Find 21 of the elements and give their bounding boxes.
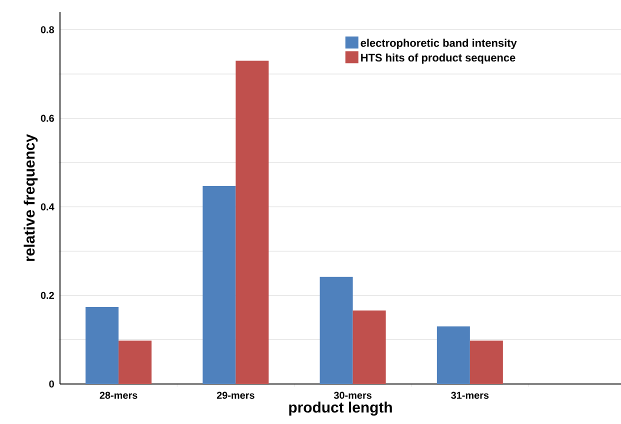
y-tick-label: 0.6: [40, 114, 54, 122]
bar: [86, 306, 119, 384]
y-axis-title: relative frequency: [24, 134, 38, 261]
bar: [118, 340, 152, 384]
x-axis-title: product length: [289, 402, 392, 416]
x-tick-label: 29-mers: [216, 392, 254, 399]
bar: [352, 310, 386, 384]
bar: [470, 340, 503, 384]
x-tick-label: 31-mers: [451, 392, 489, 399]
legend-label: HTS hits of product sequence: [361, 54, 516, 64]
bar: [202, 186, 236, 384]
y-tick-label: 0.8: [40, 26, 54, 34]
bar: [320, 276, 353, 384]
legend-label: electrophoretic band intensity: [360, 38, 517, 50]
y-tick-label: 0.4: [40, 203, 54, 210]
y-tick-label: 0: [49, 380, 54, 388]
y-tick-label: 0.2: [40, 292, 54, 299]
bar: [436, 326, 470, 384]
x-tick-label: 28-mers: [100, 392, 138, 399]
bar: [236, 60, 269, 384]
x-tick-label: 30-mers: [334, 392, 372, 399]
